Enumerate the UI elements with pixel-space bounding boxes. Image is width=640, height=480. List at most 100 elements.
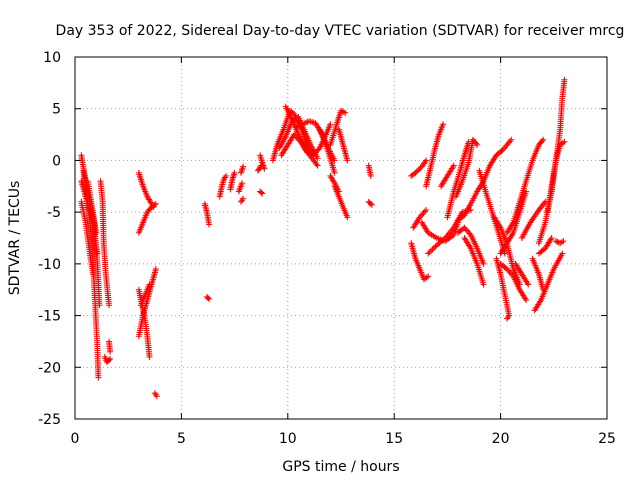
data-point [440,121,447,128]
data-point [449,164,456,171]
data-point [258,189,265,196]
data-point [540,136,547,143]
data-point [231,171,238,178]
x-tick-label: 15 [385,431,403,447]
data-point [537,298,544,305]
data-point [506,268,513,275]
y-tick-labels: -25 -20 -15 -10 -5 0 5 10 [38,50,61,428]
data-point [312,149,319,156]
data-point [291,131,298,138]
data-point [523,297,530,304]
y-tick-label: -25 [38,412,61,428]
data-point [95,374,102,381]
data-point [423,274,430,281]
data-point [307,118,314,125]
data-point [507,138,514,145]
data-point [238,168,245,175]
data-point [344,214,351,221]
data-point [508,136,515,143]
data-point [340,109,347,116]
data-point [425,273,432,280]
data-point [330,178,337,185]
data-point [107,356,114,363]
data-point [152,266,159,273]
data-point [423,207,430,214]
y-tick-label: 5 [52,102,61,118]
data-point [151,201,158,208]
data-point [205,294,211,301]
data-point [507,270,514,277]
y-axis-label: SDTVAR / TECUs [7,181,23,296]
data-point [461,224,468,231]
data-point [509,220,516,227]
data-point [465,138,472,145]
data-point [505,267,512,274]
data-point [231,169,238,176]
data-point [223,172,230,179]
data-point [292,133,299,140]
data-point [107,348,114,355]
data-point [342,109,349,116]
data-point [90,271,97,278]
data-point [152,200,159,207]
data-point [239,166,246,173]
data-point [416,214,423,221]
data-point [153,393,160,400]
data-point [367,172,374,179]
data-point [331,169,338,176]
x-tick-label: 0 [71,431,80,447]
data-point [420,209,427,216]
x-tick-label: 5 [177,431,186,447]
data-point [310,152,317,159]
data-point [522,295,529,302]
data-point [539,138,546,145]
y-tick-label: -10 [38,257,61,273]
data-point [419,211,426,218]
data-point [368,201,375,208]
data-point [558,239,565,246]
data-point [313,161,320,168]
data-point [421,208,428,215]
data-point [230,172,237,179]
data-point [542,198,549,205]
data-point [93,229,100,236]
data-point [473,140,480,147]
x-tick-label: 10 [279,431,297,447]
data-point [524,280,531,287]
data-point [239,197,246,204]
x-axis-label: GPS time / hours [282,459,399,475]
data-point [206,296,213,303]
data-point [327,121,334,128]
x-tick-label: 20 [492,431,510,447]
data-point [259,190,266,197]
data-point [314,147,321,154]
data-point [426,249,433,256]
data-point [222,174,229,181]
data-point [525,281,532,288]
data-point [239,165,246,172]
data-point [344,157,351,164]
data-point [503,266,510,273]
data-point [503,315,510,322]
data-point [425,250,432,257]
y-tick-label: -5 [47,205,61,221]
data-point [146,281,153,288]
data-point [295,135,302,142]
data-point [449,226,456,233]
y-tick-label: -20 [38,360,61,376]
data-point [480,260,487,267]
y-tick-label: 0 [52,153,61,169]
data-point [474,141,481,148]
chart-title: Day 353 of 2022, Sidereal Day-to-day VTE… [56,23,625,39]
data-point [339,108,346,115]
data-point [480,281,487,288]
x-tick-label: 25 [598,431,616,447]
data-point [432,243,439,250]
data-point [338,107,344,114]
data-point [440,236,447,243]
data-point [152,391,159,398]
data-point [463,227,470,234]
x-tick-labels: 0 5 10 15 20 25 [71,431,616,447]
data-point [230,174,237,181]
